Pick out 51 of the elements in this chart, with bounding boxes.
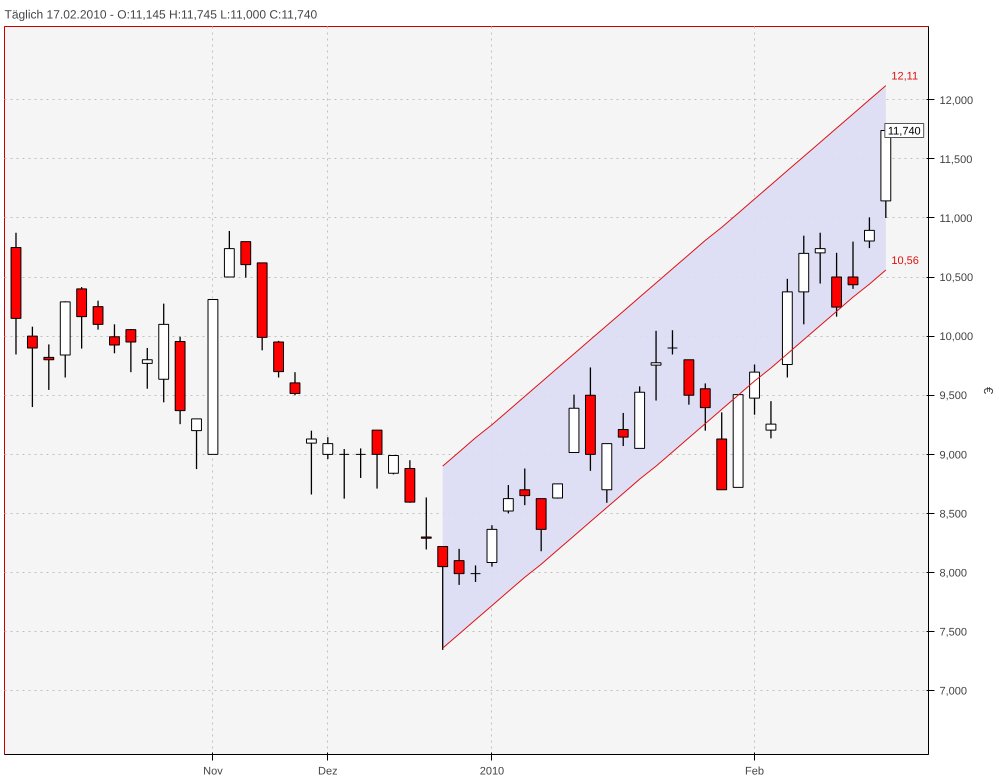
candlestick [814, 232, 826, 284]
x-tick-label: Nov [203, 766, 224, 778]
candlestick [240, 240, 252, 278]
annotation: 11,740 [888, 126, 921, 138]
y-tick-label: 10,000 [940, 331, 974, 344]
candlestick [502, 484, 514, 514]
line-series [442, 269, 886, 649]
candlestick [454, 548, 465, 586]
chart-title: Täglich 17.02.2010 - O:11,145 H:11,745 L:11,000 C:11,740 [4, 8, 318, 22]
candlestick [43, 344, 54, 391]
candlestick [848, 240, 858, 290]
y-tick-label: 7,000 [940, 686, 968, 698]
annotation: 12,11 [891, 70, 918, 83]
candlestick [470, 564, 481, 583]
candlestick [109, 324, 120, 354]
x-tick-label: Dez [318, 766, 338, 778]
candlestick [519, 468, 530, 506]
candlestick [142, 347, 153, 390]
candlestick [766, 400, 776, 440]
y-tick-label: 7,500 [940, 626, 968, 639]
candlestick [338, 448, 350, 500]
candlestick [864, 216, 875, 249]
y-tick-label: 8,000 [940, 568, 968, 580]
candlestick [618, 412, 629, 447]
candlestick [388, 454, 399, 476]
y-tick-label: 9,500 [940, 390, 968, 402]
candlestick [306, 430, 317, 496]
y-tick-label: 9,000 [940, 449, 968, 462]
y-tick-label: 11,500 [940, 154, 972, 166]
candlestick [92, 300, 104, 330]
candlestick [125, 328, 136, 373]
candlestick [26, 326, 38, 408]
candlestick [650, 330, 662, 402]
candlestick [290, 372, 300, 396]
candlestick [420, 496, 432, 550]
y-tick-label: 11,000 [940, 212, 972, 225]
y-tick-label: 8,500 [940, 508, 968, 520]
candlestick [437, 546, 448, 651]
candlestick [322, 436, 334, 460]
candlestick [355, 448, 366, 479]
annotation: 10,56 [891, 254, 919, 267]
x-tick-label: Feb [745, 766, 764, 778]
candlestick [700, 382, 711, 432]
candlestick [191, 418, 202, 470]
candlestick [667, 330, 678, 356]
candlestick [552, 483, 564, 500]
line-series [442, 85, 886, 467]
y-axis-title: € [981, 386, 996, 395]
x-tick-label: 2010 [480, 766, 504, 778]
y-tick-label: 12,000 [940, 94, 974, 107]
y-tick-label: 10,500 [940, 272, 974, 284]
